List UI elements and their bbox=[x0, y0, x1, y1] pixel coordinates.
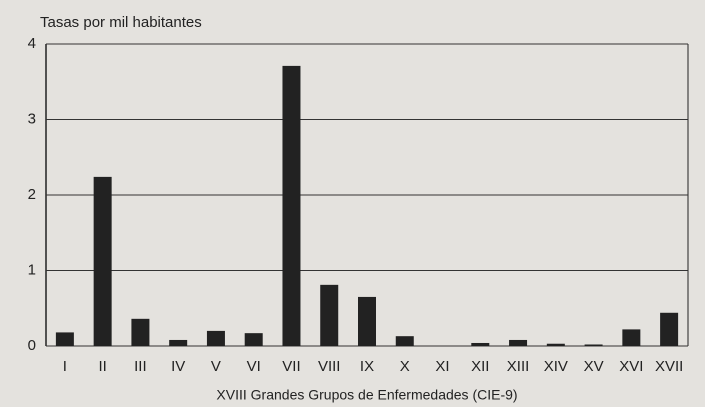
bar bbox=[320, 284, 339, 346]
bar bbox=[131, 318, 150, 346]
bar bbox=[546, 343, 565, 346]
bar bbox=[584, 344, 603, 346]
bar bbox=[622, 329, 641, 346]
bar bbox=[169, 339, 188, 346]
x-tick-label: I bbox=[63, 358, 67, 375]
y-tick-label: 2 bbox=[28, 186, 36, 203]
x-tick-label: VII bbox=[282, 358, 300, 375]
x-tick-label: III bbox=[134, 358, 147, 375]
chart-title: Tasas por mil habitantes bbox=[40, 14, 202, 31]
bar bbox=[55, 332, 74, 346]
y-tick-label: 4 bbox=[28, 35, 36, 52]
x-tick-label: XIII bbox=[507, 358, 530, 375]
x-tick-label: XII bbox=[471, 358, 489, 375]
bar bbox=[395, 336, 414, 346]
x-tick-label: XVI bbox=[619, 358, 643, 375]
x-tick-label: IX bbox=[360, 358, 374, 375]
x-tick-label: IV bbox=[171, 358, 185, 375]
x-tick-label: VIII bbox=[318, 358, 341, 375]
x-tick-label: II bbox=[98, 358, 106, 375]
y-tick-label: 3 bbox=[28, 110, 36, 127]
x-tick-label: VI bbox=[247, 358, 261, 375]
y-tick-label: 1 bbox=[28, 261, 36, 278]
x-tick-label: XIV bbox=[544, 358, 568, 375]
bar bbox=[471, 342, 490, 346]
y-tick-label: 0 bbox=[28, 337, 36, 354]
x-tick-label: V bbox=[211, 358, 221, 375]
bar bbox=[206, 330, 225, 346]
bar bbox=[93, 176, 112, 346]
bar bbox=[244, 333, 263, 346]
bar bbox=[282, 65, 301, 347]
bar bbox=[358, 296, 376, 346]
x-tick-label: XI bbox=[435, 358, 449, 375]
bar bbox=[660, 312, 679, 346]
x-tick-label: XVII bbox=[655, 358, 683, 375]
x-tick-label: X bbox=[400, 358, 410, 375]
x-axis-label: XVIII Grandes Grupos de Enfermedades (CI… bbox=[216, 387, 517, 403]
bar bbox=[509, 339, 528, 346]
x-tick-label: XV bbox=[584, 358, 604, 375]
